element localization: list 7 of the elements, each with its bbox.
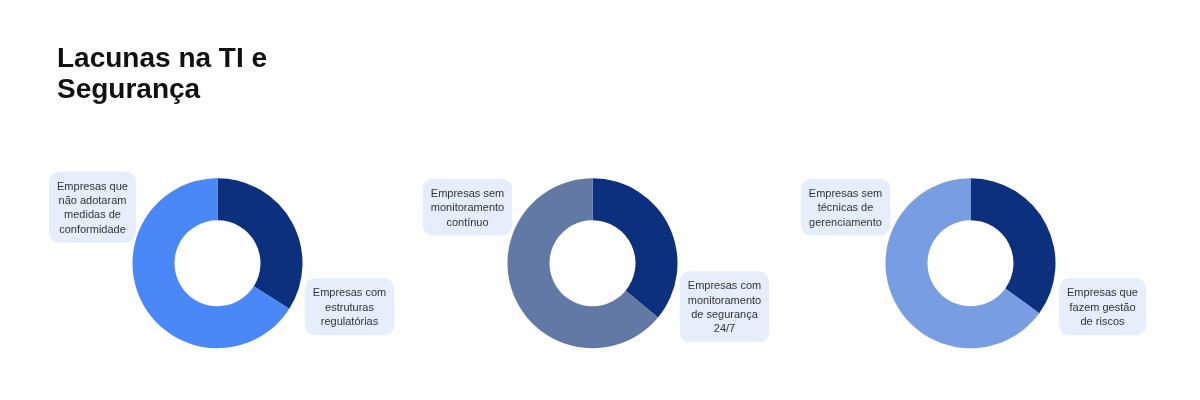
chart-title: Lacunas na TI e Segurança: [57, 42, 269, 105]
slice-label: Empresas que fazem gestão de riscos: [1067, 286, 1138, 328]
slice-label: Empresas sem técnicas de gerenciamento: [808, 186, 883, 228]
slice-label: Empresas com monitoramento de segurança 24/7: [687, 279, 762, 335]
slice-label: Empresas com estruturas regulatórias: [312, 286, 387, 328]
slice-label: Empresas que não adotaram medidas de conformidade: [57, 179, 128, 235]
slice-label: Empresas sem monitoramento contínuo: [430, 186, 505, 228]
